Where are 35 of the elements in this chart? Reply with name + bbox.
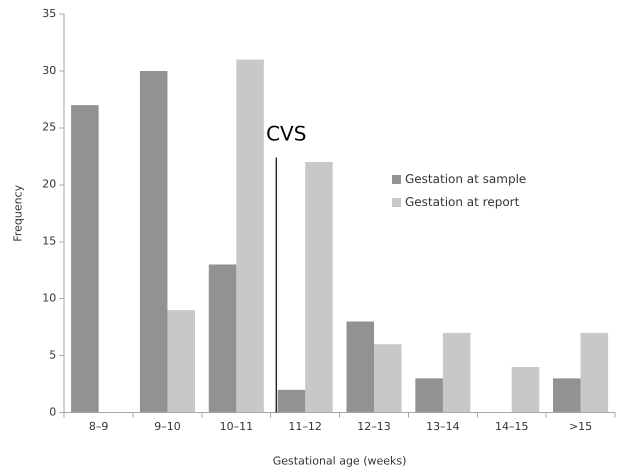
y-tick-label: 30 bbox=[42, 64, 56, 77]
bar bbox=[71, 105, 99, 412]
x-tick-label: 12–13 bbox=[357, 420, 391, 434]
bar bbox=[442, 332, 470, 412]
ref-line-label: CVS bbox=[266, 122, 306, 146]
x-tick-label: 11–12 bbox=[288, 420, 322, 434]
x-tick-label: >15 bbox=[568, 420, 592, 434]
bar bbox=[512, 367, 540, 412]
y-tick-label: 20 bbox=[42, 178, 56, 191]
bar bbox=[236, 60, 264, 412]
bar bbox=[140, 70, 168, 412]
bar bbox=[553, 378, 581, 412]
bar bbox=[346, 321, 374, 412]
x-tick-label: 10–11 bbox=[220, 420, 254, 434]
bar bbox=[305, 162, 333, 412]
legend-label: Gestation at report bbox=[405, 195, 520, 209]
legend-label: Gestation at sample bbox=[405, 172, 526, 186]
y-tick-label: 15 bbox=[42, 234, 56, 248]
y-tick-label: 0 bbox=[49, 405, 56, 418]
bar bbox=[580, 332, 608, 412]
x-axis-title: Gestational age (weeks) bbox=[272, 454, 406, 468]
x-tick-label: 9–10 bbox=[154, 420, 181, 434]
y-tick-label: 5 bbox=[49, 348, 56, 362]
x-tick-label: 8–9 bbox=[88, 420, 108, 434]
y-axis-title: Frequency bbox=[11, 184, 24, 242]
bar bbox=[278, 390, 306, 412]
x-tick-label: 14–15 bbox=[494, 420, 528, 434]
y-tick-label: 10 bbox=[42, 292, 56, 305]
y-tick-label: 35 bbox=[42, 6, 56, 20]
bar bbox=[208, 264, 236, 412]
bar bbox=[415, 378, 443, 412]
bar bbox=[374, 344, 402, 412]
bar bbox=[167, 310, 196, 412]
y-tick-label: 25 bbox=[42, 120, 56, 134]
x-tick-label: 13–14 bbox=[426, 420, 460, 434]
